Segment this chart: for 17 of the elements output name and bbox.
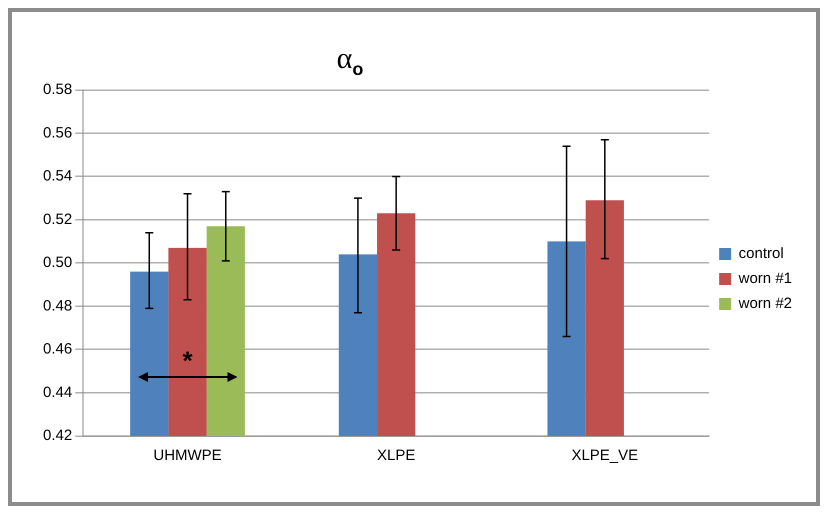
y-tick-label: 0.54 bbox=[42, 168, 72, 185]
y-tick-label: 0.48 bbox=[42, 297, 72, 314]
y-tick-label: 0.44 bbox=[42, 384, 72, 401]
y-tick-label: 0.46 bbox=[42, 340, 72, 358]
y-tick-label: 0.58 bbox=[42, 81, 72, 98]
legend-label: worn #1 bbox=[738, 270, 792, 288]
x-tick-label: UHMWPE bbox=[153, 447, 222, 464]
y-tick-label: 0.56 bbox=[42, 124, 72, 142]
y-tick-label: 0.50 bbox=[42, 254, 72, 272]
x-tick-label: XLPE bbox=[376, 447, 416, 464]
y-tick-label: 0.42 bbox=[42, 427, 72, 444]
chart-title: α$_{o}$ bbox=[336, 42, 364, 80]
y-tick-label: 0.52 bbox=[42, 210, 72, 228]
annotation: * bbox=[182, 346, 193, 377]
legend-label: control bbox=[738, 245, 784, 262]
legend-label: worn #2 bbox=[738, 295, 792, 312]
x-tick-label: XLPE_VE bbox=[571, 447, 638, 464]
